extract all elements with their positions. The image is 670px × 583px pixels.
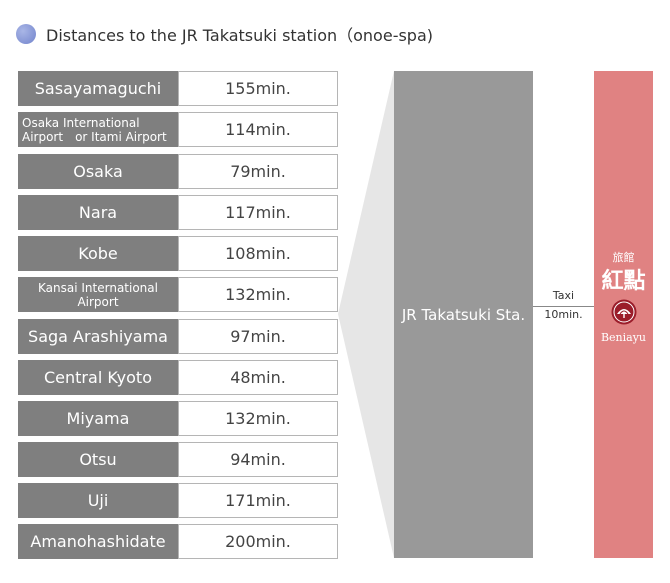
list-item: Osaka International Airport or Itami Air…	[18, 112, 338, 147]
travel-time: 94min.	[178, 442, 338, 477]
destination-name: Sasayamaguchi	[18, 71, 178, 106]
travel-time: 97min.	[178, 319, 338, 354]
header: Distances to the JR Takatsuki station（on…	[16, 22, 433, 46]
funnel-shape	[338, 71, 394, 558]
station-block: JR Takatsuki Sta.	[394, 71, 533, 558]
destination-name: Osaka	[18, 154, 178, 189]
destination-name: Osaka International Airport or Itami Air…	[18, 112, 178, 147]
destination-name: Kansai International Airport	[18, 277, 178, 312]
destination-name: Amanohashidate	[18, 524, 178, 559]
hotel-kind: 旅館	[612, 251, 635, 264]
travel-time: 132min.	[178, 401, 338, 436]
connector-line	[533, 306, 594, 307]
list-item: Uji 171min.	[18, 483, 338, 518]
travel-time: 132min.	[178, 277, 338, 312]
destination-name: Miyama	[18, 401, 178, 436]
bullet-dot-icon	[16, 24, 36, 44]
list-item: Saga Arashiyama 97min.	[18, 319, 338, 354]
list-item: Otsu 94min.	[18, 442, 338, 477]
transfer-time: 10min.	[544, 308, 583, 321]
travel-time: 114min.	[178, 112, 338, 147]
travel-time: 108min.	[178, 236, 338, 271]
hotel-name: 紅點	[601, 268, 646, 294]
list-item: Kobe 108min.	[18, 236, 338, 271]
destination-name: Uji	[18, 483, 178, 518]
hotel-roman-name: Beniayu	[600, 331, 647, 344]
list-item: Miyama 132min.	[18, 401, 338, 436]
transfer-mode: Taxi	[552, 289, 575, 302]
station-name: JR Takatsuki Sta.	[401, 305, 526, 324]
destination-name: Kobe	[18, 236, 178, 271]
page-title: Distances to the JR Takatsuki station（on…	[46, 26, 434, 45]
travel-time: 117min.	[178, 195, 338, 230]
list-item: Nara 117min.	[18, 195, 338, 230]
travel-time: 48min.	[178, 360, 338, 395]
travel-time: 200min.	[178, 524, 338, 559]
list-item: Central Kyoto 48min.	[18, 360, 338, 395]
travel-time: 155min.	[178, 71, 338, 106]
list-item: Kansai International Airport 132min.	[18, 277, 338, 312]
destination-name: Otsu	[18, 442, 178, 477]
list-item: Amanohashidate 200min.	[18, 524, 338, 559]
destination-name: Central Kyoto	[18, 360, 178, 395]
travel-time: 171min.	[178, 483, 338, 518]
fan-crest-icon	[611, 299, 637, 325]
travel-time: 79min.	[178, 154, 338, 189]
list-item: Sasayamaguchi 155min.	[18, 71, 338, 106]
list-item: Osaka 79min.	[18, 154, 338, 189]
destination-name: Nara	[18, 195, 178, 230]
hotel-block: 旅館 紅點 Beniayu	[594, 71, 653, 558]
destination-name: Saga Arashiyama	[18, 319, 178, 354]
